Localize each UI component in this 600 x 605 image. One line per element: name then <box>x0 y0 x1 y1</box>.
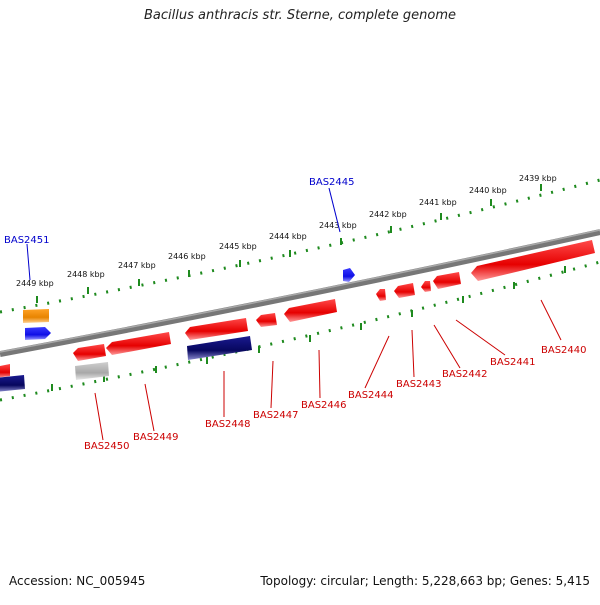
gene-red[interactable] <box>185 318 248 340</box>
gene-red[interactable] <box>284 299 337 322</box>
gene-label-BAS2441[interactable]: BAS2441 <box>490 357 536 368</box>
gene-label-BAS2445[interactable]: BAS2445 <box>309 177 355 188</box>
gene-gray[interactable] <box>75 362 109 380</box>
gene-label-BAS2448[interactable]: BAS2448 <box>205 419 251 430</box>
gene-red[interactable] <box>0 364 10 378</box>
ruler-label: 2442 kbp <box>369 210 407 219</box>
ruler-label: 2446 kbp <box>168 252 206 261</box>
genome-title: Bacillus anthracis str. Sterne, complete… <box>144 8 456 23</box>
gene-red[interactable] <box>433 272 461 289</box>
genome-backbone-highlight <box>0 229 600 353</box>
gene-red[interactable] <box>471 240 595 281</box>
gene-blue-small[interactable] <box>343 268 355 282</box>
callout-line-BAS2440 <box>540 299 562 341</box>
gene-label-BAS2442[interactable]: BAS2442 <box>442 369 488 380</box>
callout-line-BAS2450 <box>94 392 104 441</box>
gene-label-BAS2449[interactable]: BAS2449 <box>133 432 179 443</box>
ruler-label: 2439 kbp <box>519 174 557 183</box>
gene-blue[interactable] <box>25 327 51 340</box>
callout-line-BAS2447 <box>270 360 274 409</box>
ruler-label: 2443 kbp <box>319 221 357 230</box>
ruler-label: 2449 kbp <box>16 279 54 288</box>
ruler-label: 2444 kbp <box>269 232 307 241</box>
gene-red[interactable] <box>376 289 386 301</box>
gene-red[interactable] <box>421 281 431 292</box>
gene-label-BAS2446[interactable]: BAS2446 <box>301 400 347 411</box>
callout-line-BAS2449 <box>144 383 155 432</box>
gene-red[interactable] <box>73 344 106 361</box>
gene-label-BAS2450[interactable]: BAS2450 <box>84 441 130 452</box>
ruler-label: 2441 kbp <box>419 198 457 207</box>
reverse-strand-genes <box>0 240 595 392</box>
callout-line-BAS2442 <box>433 324 461 369</box>
callout-line-BAS2444 <box>364 335 390 389</box>
upper-ruler-line <box>0 178 600 314</box>
gene-navy[interactable] <box>187 336 252 360</box>
gene-red[interactable] <box>394 283 415 298</box>
gene-label-BAS2444[interactable]: BAS2444 <box>348 390 394 401</box>
gene-red[interactable] <box>106 332 171 355</box>
genome-summary-text: Topology: circular; Length: 5,228,663 bp… <box>260 574 590 588</box>
callout-line-BAS2445 <box>328 187 341 233</box>
accession-text: Accession: NC_005945 <box>9 574 146 588</box>
ruler-label: 2448 kbp <box>67 270 105 279</box>
gene-label-BAS2440[interactable]: BAS2440 <box>541 345 587 356</box>
gene-label-BAS2443[interactable]: BAS2443 <box>396 379 442 390</box>
ruler-label: 2447 kbp <box>118 261 156 270</box>
callout-line-BAS2443 <box>411 329 415 378</box>
ruler-label: 2445 kbp <box>219 242 257 251</box>
ruler-label: 2440 kbp <box>469 186 507 195</box>
upper-ruler-ticks <box>36 184 542 303</box>
gene-orange[interactable] <box>23 309 49 323</box>
gene-red[interactable] <box>256 313 277 327</box>
gene-label-BAS2451[interactable]: BAS2451 <box>4 235 50 246</box>
lower-ruler-ticks <box>51 266 566 391</box>
lower-ruler-line <box>0 260 600 402</box>
gene-label-BAS2447[interactable]: BAS2447 <box>253 410 299 421</box>
callout-line-BAS2451 <box>26 243 31 281</box>
genome-backbone <box>0 229 600 357</box>
callout-line-BAS2446 <box>318 349 321 399</box>
gene-navy[interactable] <box>0 375 25 392</box>
forward-strand-genes <box>23 268 355 340</box>
callout-line-BAS2441 <box>455 319 506 356</box>
